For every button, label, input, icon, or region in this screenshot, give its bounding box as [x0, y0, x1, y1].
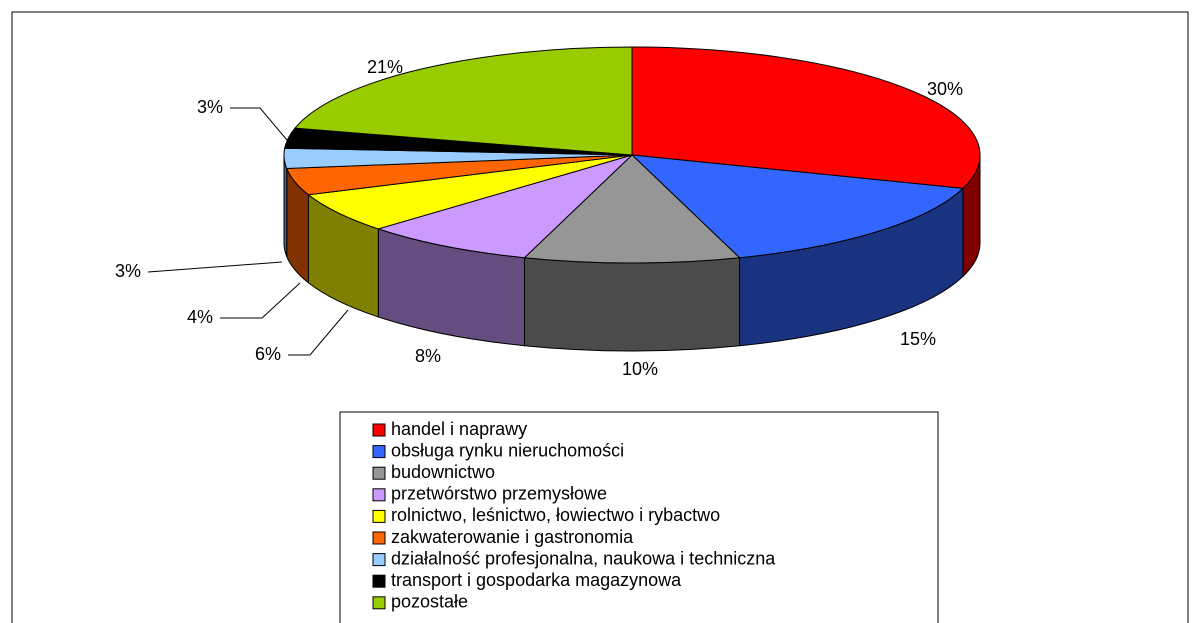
- legend-label: transport i gospodarka magazynowa: [391, 570, 682, 590]
- data-label: 3%: [115, 261, 141, 281]
- data-label: 10%: [622, 359, 658, 379]
- legend-label: budownictwo: [391, 462, 495, 482]
- leader-line: [147, 261, 283, 273]
- leader-line: [230, 107, 293, 147]
- legend-swatch: [372, 574, 386, 588]
- data-label: 30%: [927, 79, 963, 99]
- data-label: 15%: [900, 329, 936, 349]
- data-label: 3%: [197, 97, 223, 117]
- legend-swatch: [372, 488, 386, 502]
- pie-slice: [631, 46, 981, 189]
- data-label: 8%: [415, 346, 441, 366]
- slice-side: [283, 154, 288, 257]
- data-label: 6%: [255, 344, 281, 364]
- legend-swatch: [372, 423, 386, 437]
- legend-label: obsługa rynku nieruchomości: [391, 440, 624, 460]
- data-label: 4%: [187, 307, 213, 327]
- legend-label: handel i naprawy: [391, 419, 527, 439]
- slice-side: [523, 257, 741, 352]
- legend-box: [339, 411, 939, 623]
- legend-swatch: [372, 596, 386, 610]
- pie-slice: [523, 154, 741, 264]
- pie-slice: [293, 46, 633, 156]
- legend-swatch: [372, 466, 386, 480]
- legend-swatch: [372, 553, 386, 567]
- legend-swatch: [372, 445, 386, 459]
- legend-label: działalność profesjonalna, naukowa i tec…: [391, 548, 776, 568]
- legend-label: przetwórstwo przemysłowe: [391, 484, 607, 504]
- pie-slice: [630, 154, 965, 259]
- legend-label: zakwaterowanie i gastronomia: [391, 527, 634, 547]
- data-label: 21%: [367, 57, 403, 77]
- legend-swatch: [372, 531, 386, 545]
- pie-slice: [307, 154, 633, 230]
- legend-swatch: [372, 509, 386, 523]
- leader-line: [220, 282, 301, 319]
- leader-line: [288, 309, 349, 356]
- legend-label: pozostałe: [391, 592, 468, 612]
- pie-slice: [376, 154, 633, 259]
- legend-label: rolnictwo, leśnictwo, łowiectwo i rybact…: [391, 505, 720, 525]
